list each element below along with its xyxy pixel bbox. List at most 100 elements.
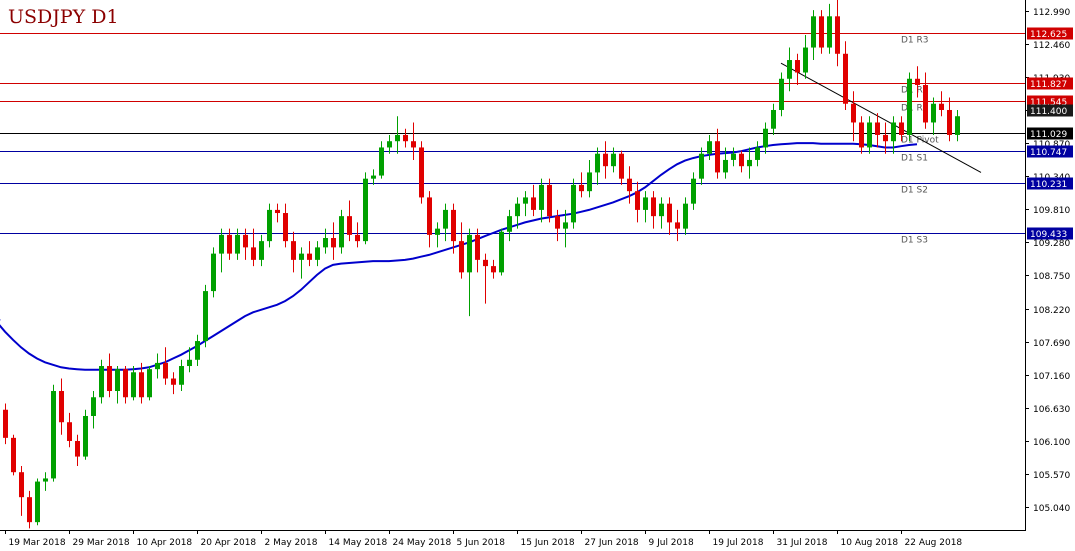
y-tick-label: 105.040 — [1033, 504, 1070, 514]
candle — [283, 203, 288, 248]
candle-body — [659, 203, 664, 217]
y-tick-label: 109.810 — [1033, 206, 1070, 216]
candle — [475, 228, 480, 273]
candle — [763, 122, 768, 154]
level-label-d1-r2: D1 R2 — [901, 86, 929, 96]
candle — [515, 197, 520, 229]
level-badge-text-d1-s2: 110.231 — [1030, 180, 1067, 190]
trendline-layer — [780, 62, 982, 173]
candle — [843, 41, 848, 110]
candle — [427, 191, 432, 248]
candle-body — [275, 209, 280, 214]
level-badge-text-d1-r2: 111.827 — [1030, 80, 1067, 90]
candle-body — [395, 134, 400, 142]
candle-body — [323, 238, 328, 248]
candle — [643, 191, 648, 223]
candle — [835, 0, 840, 67]
candle-body — [147, 369, 152, 398]
candle — [851, 91, 856, 142]
candle-body — [923, 85, 928, 123]
candle — [459, 222, 464, 279]
level-badge-text-d1-s3: 109.433 — [1030, 230, 1067, 240]
candle-body — [307, 253, 312, 260]
candle-body — [787, 60, 792, 79]
candle-body — [67, 422, 72, 441]
candle — [483, 253, 488, 304]
candle-body — [187, 359, 192, 367]
y-tick-label: 106.630 — [1033, 405, 1070, 415]
candle — [131, 366, 136, 401]
candle-body — [723, 159, 728, 173]
candle-body — [827, 16, 832, 48]
candle-body — [83, 415, 88, 457]
candle-body — [59, 391, 64, 423]
candle-body — [547, 184, 552, 217]
x-tick-label: 27 Jun 2018 — [585, 538, 639, 548]
candle-body — [731, 153, 736, 160]
candle-body — [347, 216, 352, 235]
candle-body — [883, 134, 888, 142]
axes — [0, 0, 1026, 531]
y-tick-label: 107.690 — [1033, 339, 1070, 349]
candle-body — [539, 184, 544, 210]
candle-body — [371, 175, 376, 179]
candle-body — [211, 253, 216, 292]
candle-body — [555, 216, 560, 229]
candle — [787, 47, 792, 92]
candle-body — [179, 366, 184, 385]
candle-body — [267, 209, 272, 242]
candle — [123, 366, 128, 404]
candle-body — [115, 369, 120, 392]
candle-body — [19, 472, 24, 498]
candle-body — [507, 216, 512, 232]
candle — [331, 222, 336, 260]
candle-body — [459, 241, 464, 273]
candle — [75, 434, 80, 466]
candle — [259, 234, 264, 267]
candle — [411, 122, 416, 160]
candle-body — [467, 234, 472, 273]
candle-body — [43, 478, 48, 482]
candle-body — [203, 291, 208, 342]
candle — [51, 384, 56, 482]
candle — [563, 209, 568, 248]
candle-body — [315, 247, 320, 260]
y-tick-label: 108.220 — [1033, 306, 1070, 316]
candle-body — [99, 366, 104, 398]
candle-body — [219, 234, 224, 254]
x-tick-label: 9 Jul 2018 — [649, 538, 694, 548]
candle-body — [75, 440, 80, 457]
y-tick-label: 106.100 — [1033, 438, 1070, 448]
candle-body — [619, 153, 624, 179]
y-tick-label: 108.750 — [1033, 272, 1070, 282]
candle-body — [851, 103, 856, 123]
candle-body — [499, 231, 504, 273]
candle-body — [483, 259, 488, 267]
candle — [755, 141, 760, 167]
candle-body — [251, 247, 256, 260]
candle — [43, 472, 48, 491]
candle-body — [635, 191, 640, 210]
candle — [115, 366, 120, 404]
y-tick-label: 112.990 — [1033, 8, 1070, 18]
candle — [691, 172, 696, 210]
level-badge-d1-s3 — [1027, 227, 1073, 240]
y-tick-label: 105.570 — [1033, 471, 1070, 481]
y-tick-label: 112.460 — [1033, 41, 1070, 51]
candle-body — [443, 209, 448, 229]
level-badge-d1-s1 — [1027, 145, 1073, 158]
candle-body — [491, 266, 496, 273]
candle — [395, 116, 400, 154]
level-label-d1-r3: D1 R3 — [901, 36, 929, 46]
candle-body — [515, 203, 520, 217]
candle — [291, 231, 296, 273]
x-tick-label: 19 Jul 2018 — [713, 538, 764, 548]
x-tick-label: 14 May 2018 — [329, 538, 388, 548]
candle — [251, 228, 256, 267]
candle — [891, 116, 896, 154]
candle-body — [675, 222, 680, 229]
current-price-badge — [1027, 104, 1073, 117]
level-label-d1-s2: D1 S2 — [901, 186, 928, 196]
candle — [139, 362, 144, 404]
